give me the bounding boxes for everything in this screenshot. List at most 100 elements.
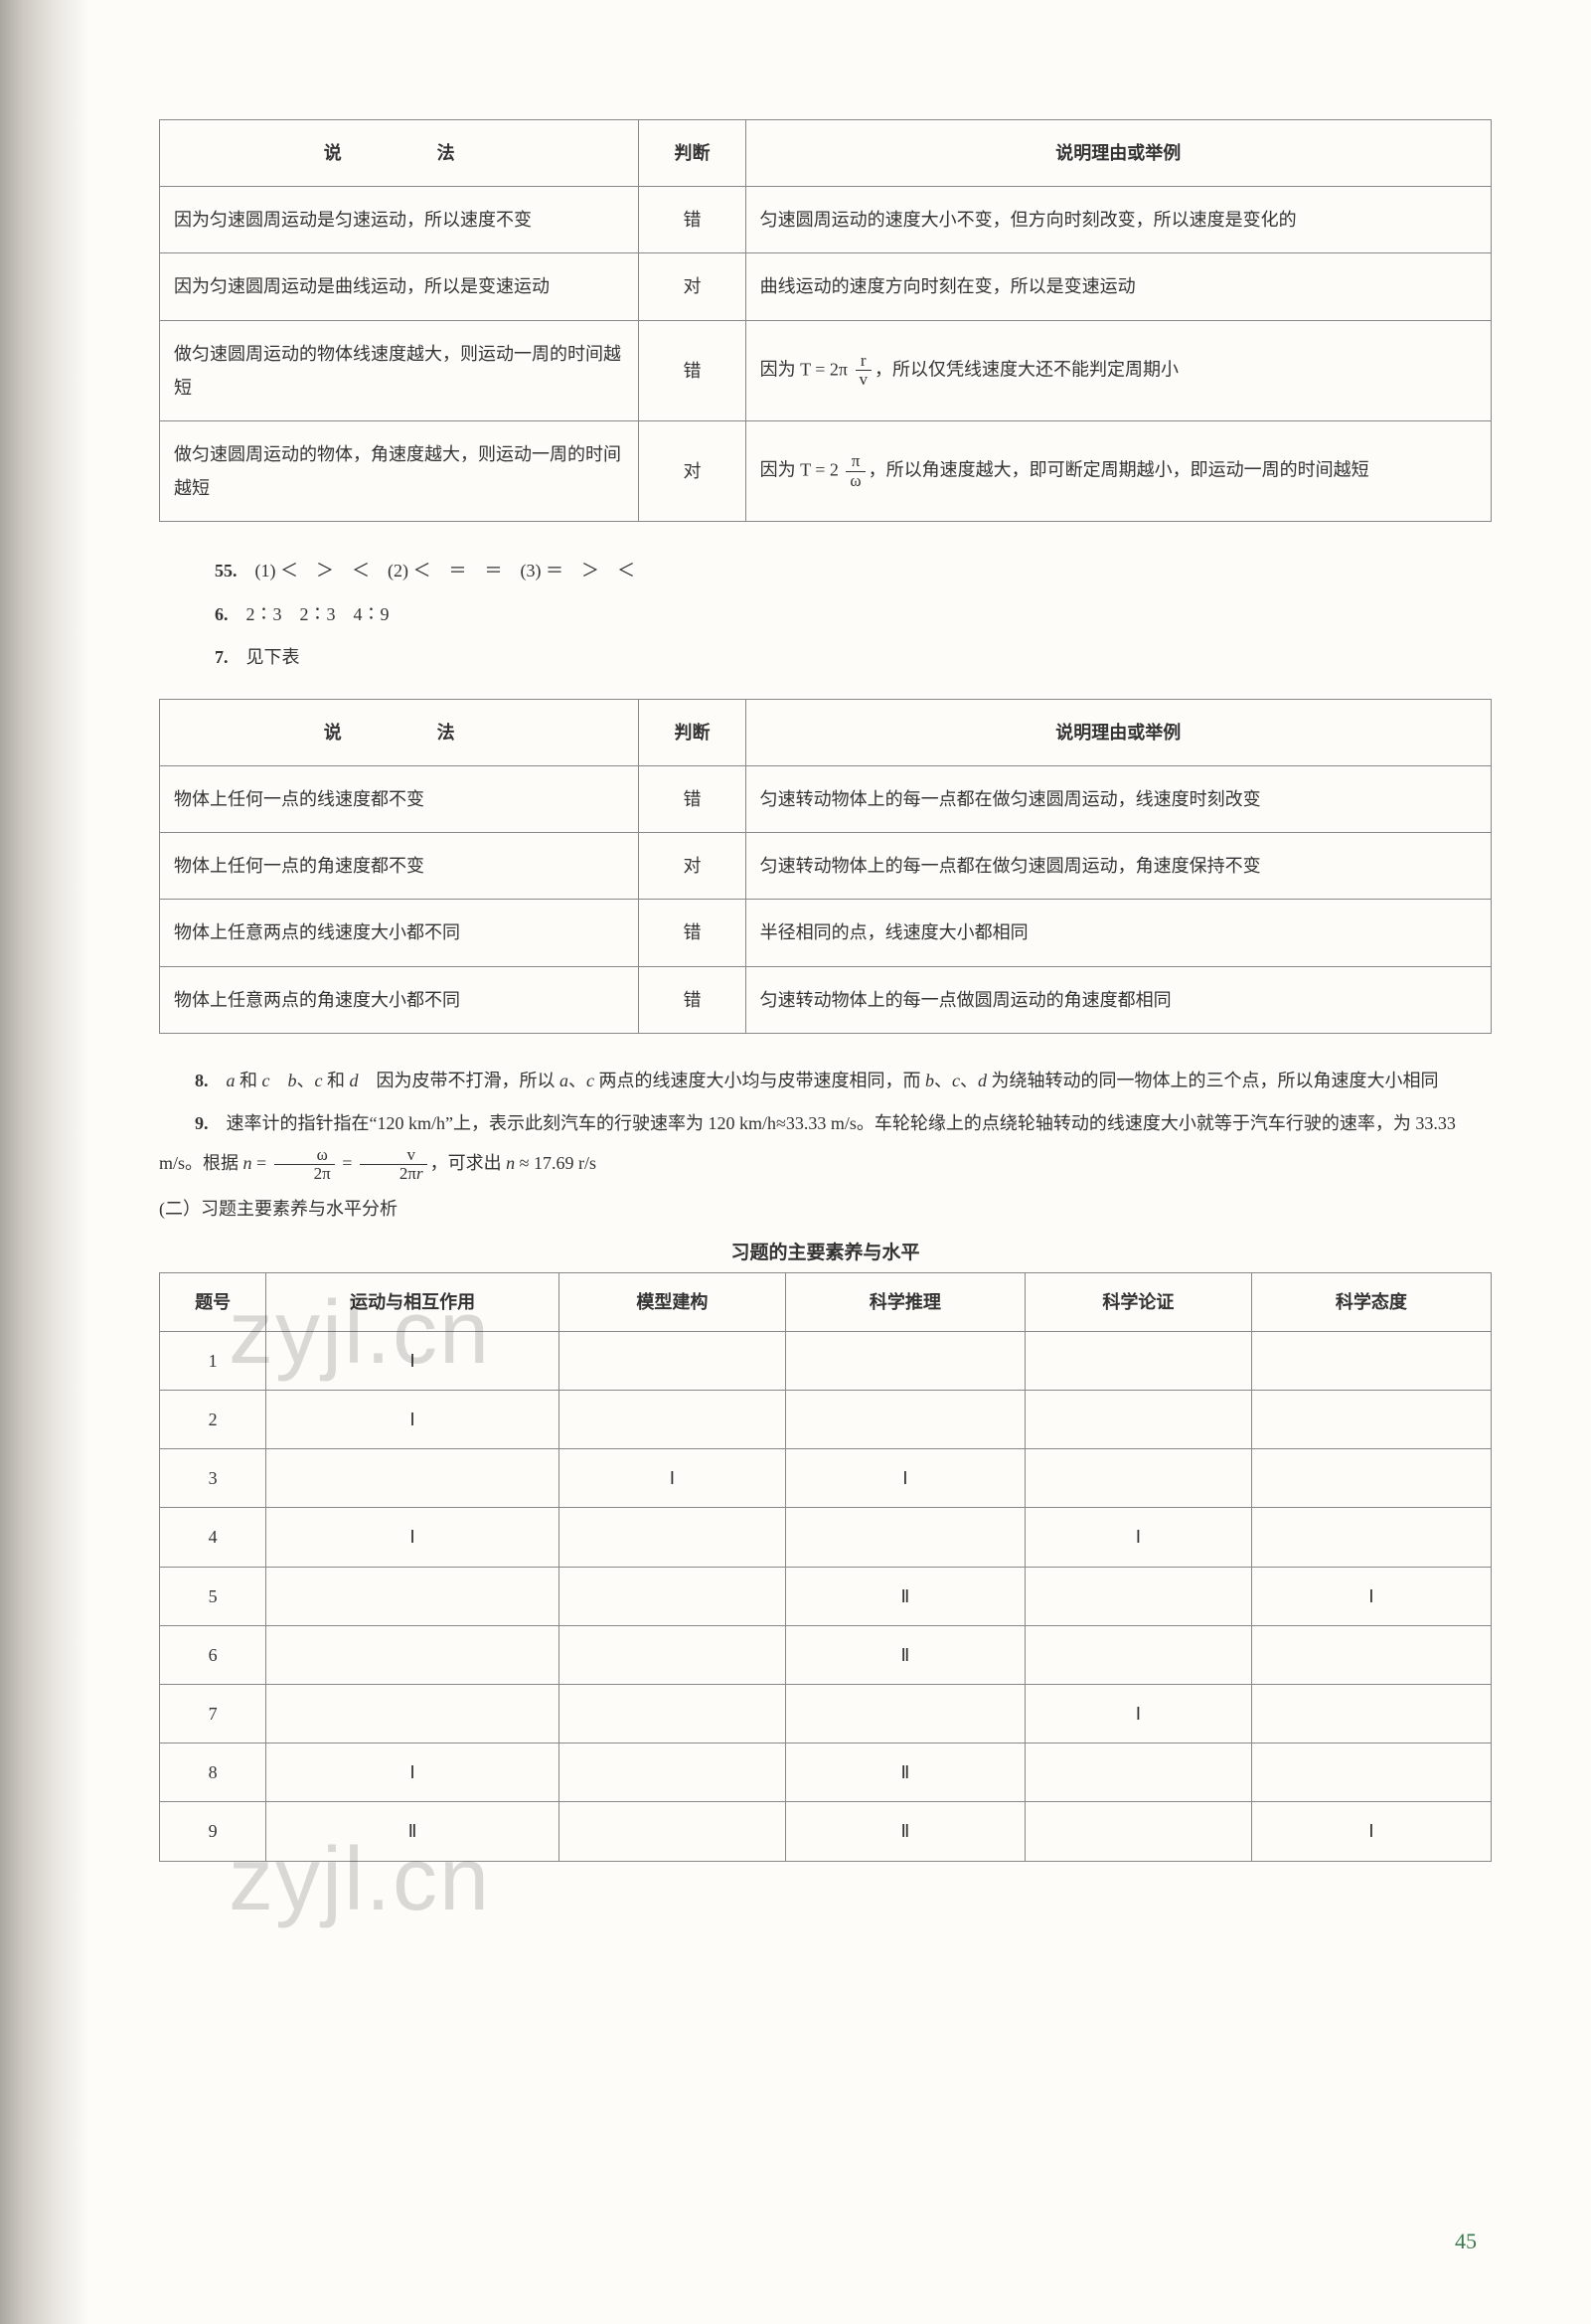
answer-7: 7. 见下表 bbox=[215, 636, 1492, 679]
table-cell bbox=[1251, 1391, 1491, 1449]
table-row: 3ⅠⅠ bbox=[160, 1449, 1492, 1508]
table-cell bbox=[558, 1684, 785, 1743]
table-cell: 4 bbox=[160, 1508, 266, 1567]
table-cell bbox=[1251, 1684, 1491, 1743]
table-cell: 因为 T = 2π rv，所以仅凭线速度大还不能判定周期小 bbox=[745, 320, 1491, 420]
table-row: 因为匀速圆周运动是曲线运动，所以是变速运动对曲线运动的速度方向时刻在变，所以是变… bbox=[160, 253, 1492, 320]
table-cell bbox=[266, 1684, 559, 1743]
answer-9: 9. 速率计的指针指在“120 km/h”上，表示此刻汽车的行驶速率为 120 … bbox=[159, 1104, 1492, 1184]
table-row: 做匀速圆周运动的物体，角速度越大，则运动一周的时间越短对因为 T = 2 πω，… bbox=[160, 420, 1492, 521]
table-cell bbox=[1025, 1449, 1251, 1508]
table-cell: Ⅱ bbox=[785, 1802, 1025, 1861]
table-cell: 匀速转动物体上的每一点都在做匀速圆周运动，角速度保持不变 bbox=[745, 833, 1491, 900]
table-row: 4ⅠⅠ bbox=[160, 1508, 1492, 1567]
table-cell: 物体上任意两点的线速度大小都不同 bbox=[160, 900, 639, 966]
table-cell: 错 bbox=[639, 966, 745, 1033]
table-cell bbox=[266, 1449, 559, 1508]
table-cell: 因为 T = 2 πω，所以角速度越大，即可断定周期越小，即运动一周的时间越短 bbox=[745, 420, 1491, 521]
table-cell: Ⅰ bbox=[266, 1331, 559, 1390]
table-cell bbox=[266, 1625, 559, 1684]
table-cell: Ⅰ bbox=[558, 1449, 785, 1508]
table-cell bbox=[1251, 1508, 1491, 1567]
table-cell bbox=[558, 1508, 785, 1567]
table-row: 1Ⅰ bbox=[160, 1331, 1492, 1390]
table-cell: 3 bbox=[160, 1449, 266, 1508]
table-cell bbox=[785, 1508, 1025, 1567]
table-header: 说明理由或举例 bbox=[745, 699, 1491, 765]
table-cell bbox=[1025, 1802, 1251, 1861]
table-cell: Ⅰ bbox=[1025, 1684, 1251, 1743]
table-cell bbox=[266, 1567, 559, 1625]
table-cell: 9 bbox=[160, 1802, 266, 1861]
table-cell bbox=[1251, 1743, 1491, 1802]
table-cell bbox=[558, 1391, 785, 1449]
table-cell: 对 bbox=[639, 253, 745, 320]
page: zyjl.cn zyjl.cn 说 法 判断 说明理由或举例 因为匀速圆周运动是… bbox=[0, 0, 1591, 2324]
table-row: 物体上任意两点的线速度大小都不同错半径相同的点，线速度大小都相同 bbox=[160, 900, 1492, 966]
table-header: 说 法 bbox=[160, 699, 639, 765]
table-cell: Ⅰ bbox=[266, 1391, 559, 1449]
table-cell: Ⅱ bbox=[785, 1625, 1025, 1684]
answer-8: 8. a 和 c b、c 和 d 因为皮带不打滑，所以 a、c 两点的线速度大小… bbox=[159, 1062, 1492, 1101]
page-spine-shadow bbox=[0, 0, 89, 2324]
table-cell: 匀速转动物体上的每一点做圆周运动的角速度都相同 bbox=[745, 966, 1491, 1033]
table-cell: 错 bbox=[639, 900, 745, 966]
table-cell: 1 bbox=[160, 1331, 266, 1390]
table-cell bbox=[1025, 1567, 1251, 1625]
table-cell: Ⅰ bbox=[1025, 1508, 1251, 1567]
table-row: 说 法 判断 说明理由或举例 bbox=[160, 120, 1492, 187]
table-cell bbox=[1251, 1331, 1491, 1390]
table3-title: 习题的主要素养与水平 bbox=[159, 1238, 1492, 1264]
table-cell bbox=[1251, 1625, 1491, 1684]
table-header: 科学论证 bbox=[1025, 1272, 1251, 1331]
table-header: 科学推理 bbox=[785, 1272, 1025, 1331]
table-cell bbox=[1025, 1391, 1251, 1449]
table-cell: 因为匀速圆周运动是曲线运动，所以是变速运动 bbox=[160, 253, 639, 320]
table-row: 2Ⅰ bbox=[160, 1391, 1492, 1449]
table-cell: 因为匀速圆周运动是匀速运动，所以速度不变 bbox=[160, 187, 639, 253]
table-row: 5ⅡⅠ bbox=[160, 1567, 1492, 1625]
table-header: 判断 bbox=[639, 699, 745, 765]
table-cell: 2 bbox=[160, 1391, 266, 1449]
table-row: 8Ⅰ Ⅱ bbox=[160, 1743, 1492, 1802]
table-row: 说 法 判断 说明理由或举例 bbox=[160, 699, 1492, 765]
table-header: 说 法 bbox=[160, 120, 639, 187]
table-row: 物体上任何一点的角速度都不变对匀速转动物体上的每一点都在做匀速圆周运动，角速度保… bbox=[160, 833, 1492, 900]
table-judgement-1: 说 法 判断 说明理由或举例 因为匀速圆周运动是匀速运动，所以速度不变错匀速圆周… bbox=[159, 119, 1492, 522]
table-cell bbox=[1251, 1449, 1491, 1508]
table-row: 因为匀速圆周运动是匀速运动，所以速度不变错匀速圆周运动的速度大小不变，但方向时刻… bbox=[160, 187, 1492, 253]
table-cell: 物体上任意两点的角速度大小都不同 bbox=[160, 966, 639, 1033]
table-cell: 做匀速圆周运动的物体，角速度越大，则运动一周的时间越短 bbox=[160, 420, 639, 521]
table-row: 7Ⅰ bbox=[160, 1684, 1492, 1743]
table-cell: 物体上任何一点的角速度都不变 bbox=[160, 833, 639, 900]
table-header: 运动与相互作用 bbox=[266, 1272, 559, 1331]
table-cell: 错 bbox=[639, 766, 745, 833]
table-cell bbox=[1025, 1743, 1251, 1802]
table-cell: Ⅰ bbox=[266, 1508, 559, 1567]
subsection-heading: (二）习题主要素养与水平分析 bbox=[159, 1190, 1492, 1230]
table-row: 物体上任意两点的角速度大小都不同错匀速转动物体上的每一点做圆周运动的角速度都相同 bbox=[160, 966, 1492, 1033]
table-row: 题号 运动与相互作用 模型建构 科学推理 科学论证 科学态度 bbox=[160, 1272, 1492, 1331]
table-cell: 8 bbox=[160, 1743, 266, 1802]
table-header: 说明理由或举例 bbox=[745, 120, 1491, 187]
table-header: 科学态度 bbox=[1251, 1272, 1491, 1331]
page-number: 45 bbox=[1455, 2229, 1477, 2254]
table-cell: 5 bbox=[160, 1567, 266, 1625]
answer-5: 55. (1) ＜ ＞ ＜ (2) ＜ ＝ ＝ (3) ＝ ＞ ＜5. (1) … bbox=[215, 550, 1492, 592]
table-cell bbox=[558, 1743, 785, 1802]
table-cell bbox=[558, 1331, 785, 1390]
table-cell: 匀速圆周运动的速度大小不变，但方向时刻改变，所以速度是变化的 bbox=[745, 187, 1491, 253]
table-cell bbox=[558, 1802, 785, 1861]
table-header: 题号 bbox=[160, 1272, 266, 1331]
answers-block: 55. (1) ＜ ＞ ＜ (2) ＜ ＝ ＝ (3) ＝ ＞ ＜5. (1) … bbox=[215, 550, 1492, 679]
table-cell bbox=[558, 1567, 785, 1625]
table-cell: Ⅱ bbox=[785, 1743, 1025, 1802]
table-cell bbox=[558, 1625, 785, 1684]
table-row: 物体上任何一点的线速度都不变错匀速转动物体上的每一点都在做匀速圆周运动，线速度时… bbox=[160, 766, 1492, 833]
table-cell: Ⅰ bbox=[266, 1743, 559, 1802]
table-cell: 对 bbox=[639, 420, 745, 521]
table-cell bbox=[785, 1391, 1025, 1449]
table-row: 6Ⅱ bbox=[160, 1625, 1492, 1684]
table-cell bbox=[1025, 1331, 1251, 1390]
table-cell: 半径相同的点，线速度大小都相同 bbox=[745, 900, 1491, 966]
